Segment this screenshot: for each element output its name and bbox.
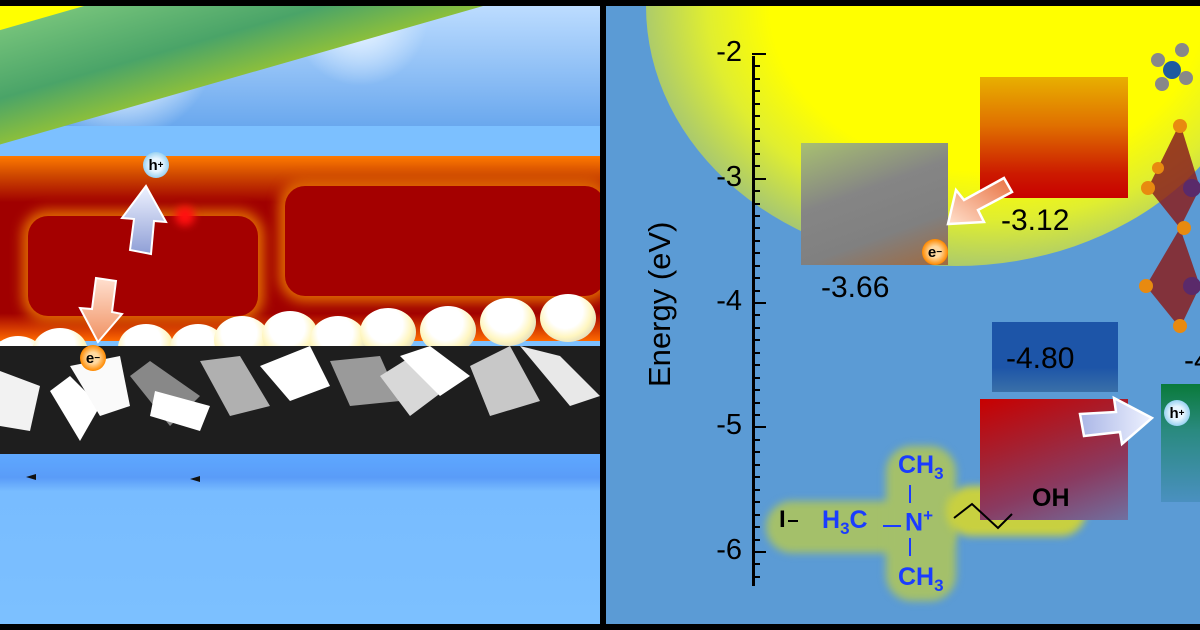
- methyl-left: H3C: [822, 506, 868, 538]
- y-tick-label: -3: [716, 161, 742, 193]
- perovskite-grain: [285, 186, 600, 296]
- level-box-perovskite-vb: [992, 322, 1118, 392]
- electron-down-arrow: [78, 276, 124, 344]
- y-tick-label: -2: [716, 36, 742, 68]
- red-highlight: [175, 206, 195, 226]
- hydroxyl-group: OH: [1032, 484, 1070, 512]
- methyl-top: CH3: [898, 451, 944, 483]
- level-value-htl-partial: -4: [1184, 344, 1200, 377]
- hole-up-arrow: [120, 184, 168, 256]
- y-axis-line: [752, 56, 755, 586]
- hole-carrier: h +: [143, 152, 169, 178]
- substrate-layer: [0, 454, 600, 624]
- nitrogen-center: N+: [905, 506, 933, 537]
- energy-diagram-panel: Energy (eV): [606, 6, 1200, 624]
- level-value-perovskite-cb: -3.12: [1001, 204, 1070, 237]
- level-value-tio2: -3.66: [821, 271, 890, 304]
- perovskite-crystal-structure: [1139, 43, 1200, 333]
- y-tick-label: -5: [716, 409, 742, 441]
- y-tick-label: -6: [716, 534, 742, 566]
- level-value-perovskite-vb: -4.80: [1006, 342, 1075, 375]
- device-schematic-panel: h + e −: [0, 6, 600, 624]
- electron-carrier: e −: [922, 239, 948, 265]
- iodide-anion: I: [779, 506, 798, 534]
- hole-transfer-arrow: [1078, 395, 1154, 447]
- methyl-bottom: CH3: [898, 563, 944, 595]
- marker-triangle: [26, 474, 36, 480]
- marker-triangle: [190, 476, 200, 482]
- electron-carrier: e −: [80, 345, 106, 371]
- y-tick-label: -4: [716, 285, 742, 317]
- y-axis-label: Energy (eV): [642, 221, 677, 387]
- ethyl-chain: [953, 502, 1013, 530]
- hole-carrier: h +: [1164, 400, 1190, 426]
- electron-transfer-arrow: [946, 176, 1014, 226]
